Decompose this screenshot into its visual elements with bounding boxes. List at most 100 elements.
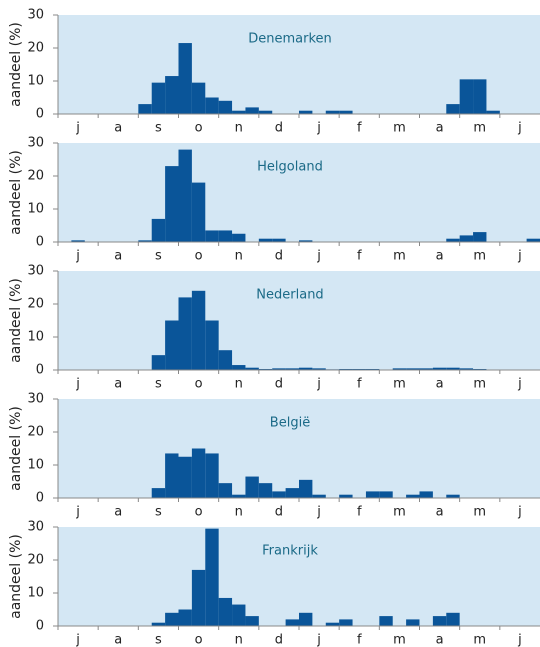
x-tick-label: n (235, 633, 243, 647)
bar (71, 240, 85, 242)
bar (258, 110, 273, 114)
x-tick-label: o (195, 249, 203, 264)
bar (272, 491, 286, 498)
y-tick-label: 30 (27, 520, 44, 535)
bar (165, 320, 179, 370)
bar (165, 76, 179, 114)
bar (473, 79, 487, 114)
bar (191, 182, 206, 242)
x-tick-label: m (393, 633, 406, 647)
x-tick-label: j (517, 377, 522, 392)
x-tick-label: f (357, 121, 362, 136)
x-tick-label: s (155, 121, 162, 136)
bar (299, 110, 313, 114)
bar (392, 368, 407, 370)
x-tick-label: a (436, 633, 444, 647)
x-tick-label: j (75, 377, 80, 392)
x-tick-label: s (155, 505, 162, 520)
y-tick-label: 10 (27, 458, 44, 473)
bar (205, 528, 219, 626)
y-tick-label: 20 (27, 41, 44, 56)
panel-title: Frankrijk (262, 544, 318, 559)
bar (339, 110, 353, 114)
x-tick-label: m (393, 249, 406, 264)
x-tick-label: a (114, 633, 122, 647)
bar (232, 365, 246, 370)
bar (138, 240, 152, 242)
bar (526, 238, 540, 242)
x-tick-label: j (517, 121, 522, 136)
bar (459, 79, 474, 114)
x-tick-label: j (517, 249, 522, 264)
bar (419, 491, 433, 498)
bar (325, 110, 340, 114)
bar (299, 367, 313, 370)
y-tick-label: 10 (27, 74, 44, 89)
x-tick-label: m (473, 377, 486, 392)
plot-background (58, 143, 540, 242)
bar (473, 232, 487, 242)
bar (379, 491, 393, 498)
x-tick-label: m (393, 377, 406, 392)
x-tick-label: d (275, 633, 283, 647)
bar (232, 494, 246, 498)
x-tick-label: f (357, 377, 362, 392)
x-tick-label: a (436, 249, 444, 264)
x-tick-label: j (316, 505, 321, 520)
bar (365, 491, 380, 498)
bar (218, 350, 233, 370)
panel-title: Denemarken (248, 32, 332, 47)
y-tick-label: 30 (27, 8, 44, 23)
bar (258, 238, 273, 242)
bar (178, 297, 192, 370)
y-tick-label: 30 (27, 264, 44, 279)
bar (406, 368, 420, 370)
x-tick-label: a (114, 377, 122, 392)
plot-background (58, 271, 540, 370)
bar (178, 43, 192, 114)
bar (272, 238, 286, 242)
x-tick-label: j (75, 121, 80, 136)
y-tick-label: 30 (27, 392, 44, 407)
bar (379, 616, 393, 626)
bar (272, 368, 286, 370)
x-tick-label: a (436, 121, 444, 136)
x-tick-label: s (155, 633, 162, 647)
bar (232, 233, 246, 242)
bar (312, 494, 326, 498)
x-tick-label: o (195, 633, 203, 647)
bar (191, 569, 206, 626)
y-tick-label: 10 (27, 586, 44, 601)
bar (151, 218, 166, 242)
bar (178, 456, 192, 498)
y-tick-label: 30 (27, 136, 44, 151)
y-tick-label: 0 (36, 235, 44, 250)
y-tick-label: 10 (27, 202, 44, 217)
bar (232, 604, 246, 626)
x-tick-label: j (316, 633, 321, 647)
bar (432, 616, 447, 626)
bar (419, 368, 433, 370)
x-tick-label: n (235, 121, 243, 136)
bar (151, 355, 166, 370)
bar (165, 453, 179, 498)
y-axis-label: aandeel (%) (8, 534, 24, 619)
y-tick-label: 10 (27, 330, 44, 345)
bar (446, 612, 460, 626)
bar (432, 367, 447, 370)
y-tick-label: 20 (27, 297, 44, 312)
x-tick-label: s (155, 377, 162, 392)
bar (245, 367, 259, 370)
x-tick-label: m (393, 121, 406, 136)
bar (245, 616, 259, 626)
y-tick-label: 20 (27, 169, 44, 184)
bar (205, 97, 219, 114)
bar (205, 230, 219, 242)
bar (178, 609, 192, 626)
x-tick-label: s (155, 249, 162, 264)
x-tick-label: j (316, 249, 321, 264)
x-tick-label: f (357, 633, 362, 647)
bar (285, 368, 299, 370)
bar (459, 235, 474, 242)
